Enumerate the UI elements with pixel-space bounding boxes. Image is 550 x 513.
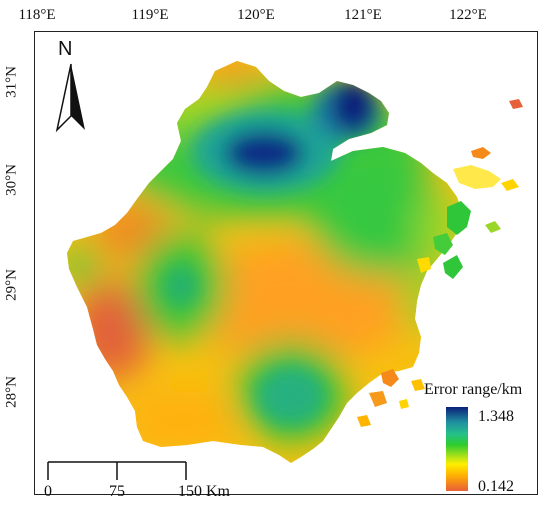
legend-min-label: 0.142	[478, 478, 514, 495]
scale-bar	[47, 461, 187, 480]
legend-title: Error range/km	[424, 381, 523, 398]
legend-colorbar	[446, 407, 468, 491]
scale-label-150: 150 Km	[178, 483, 230, 500]
north-letter: N	[58, 38, 73, 60]
heatmap-svg	[67, 61, 523, 463]
lon-label-118: 118°E	[18, 7, 56, 23]
lon-label-121: 121°E	[344, 7, 382, 23]
lat-label-28: 28°N	[3, 376, 20, 408]
scale-label-75: 75	[109, 483, 125, 500]
legend-max-label: 1.348	[478, 408, 514, 425]
lon-label-119: 119°E	[131, 7, 169, 23]
scale-label-0: 0	[44, 483, 52, 500]
lon-label-120: 120°E	[237, 7, 275, 23]
lon-label-122: 122°E	[449, 7, 487, 23]
islands	[357, 99, 523, 427]
lat-label-30: 30°N	[3, 164, 20, 196]
lat-label-31: 31°N	[3, 66, 20, 98]
lat-label-29: 29°N	[3, 269, 20, 301]
map-frame	[34, 31, 538, 495]
north-arrow-icon	[55, 63, 85, 132]
